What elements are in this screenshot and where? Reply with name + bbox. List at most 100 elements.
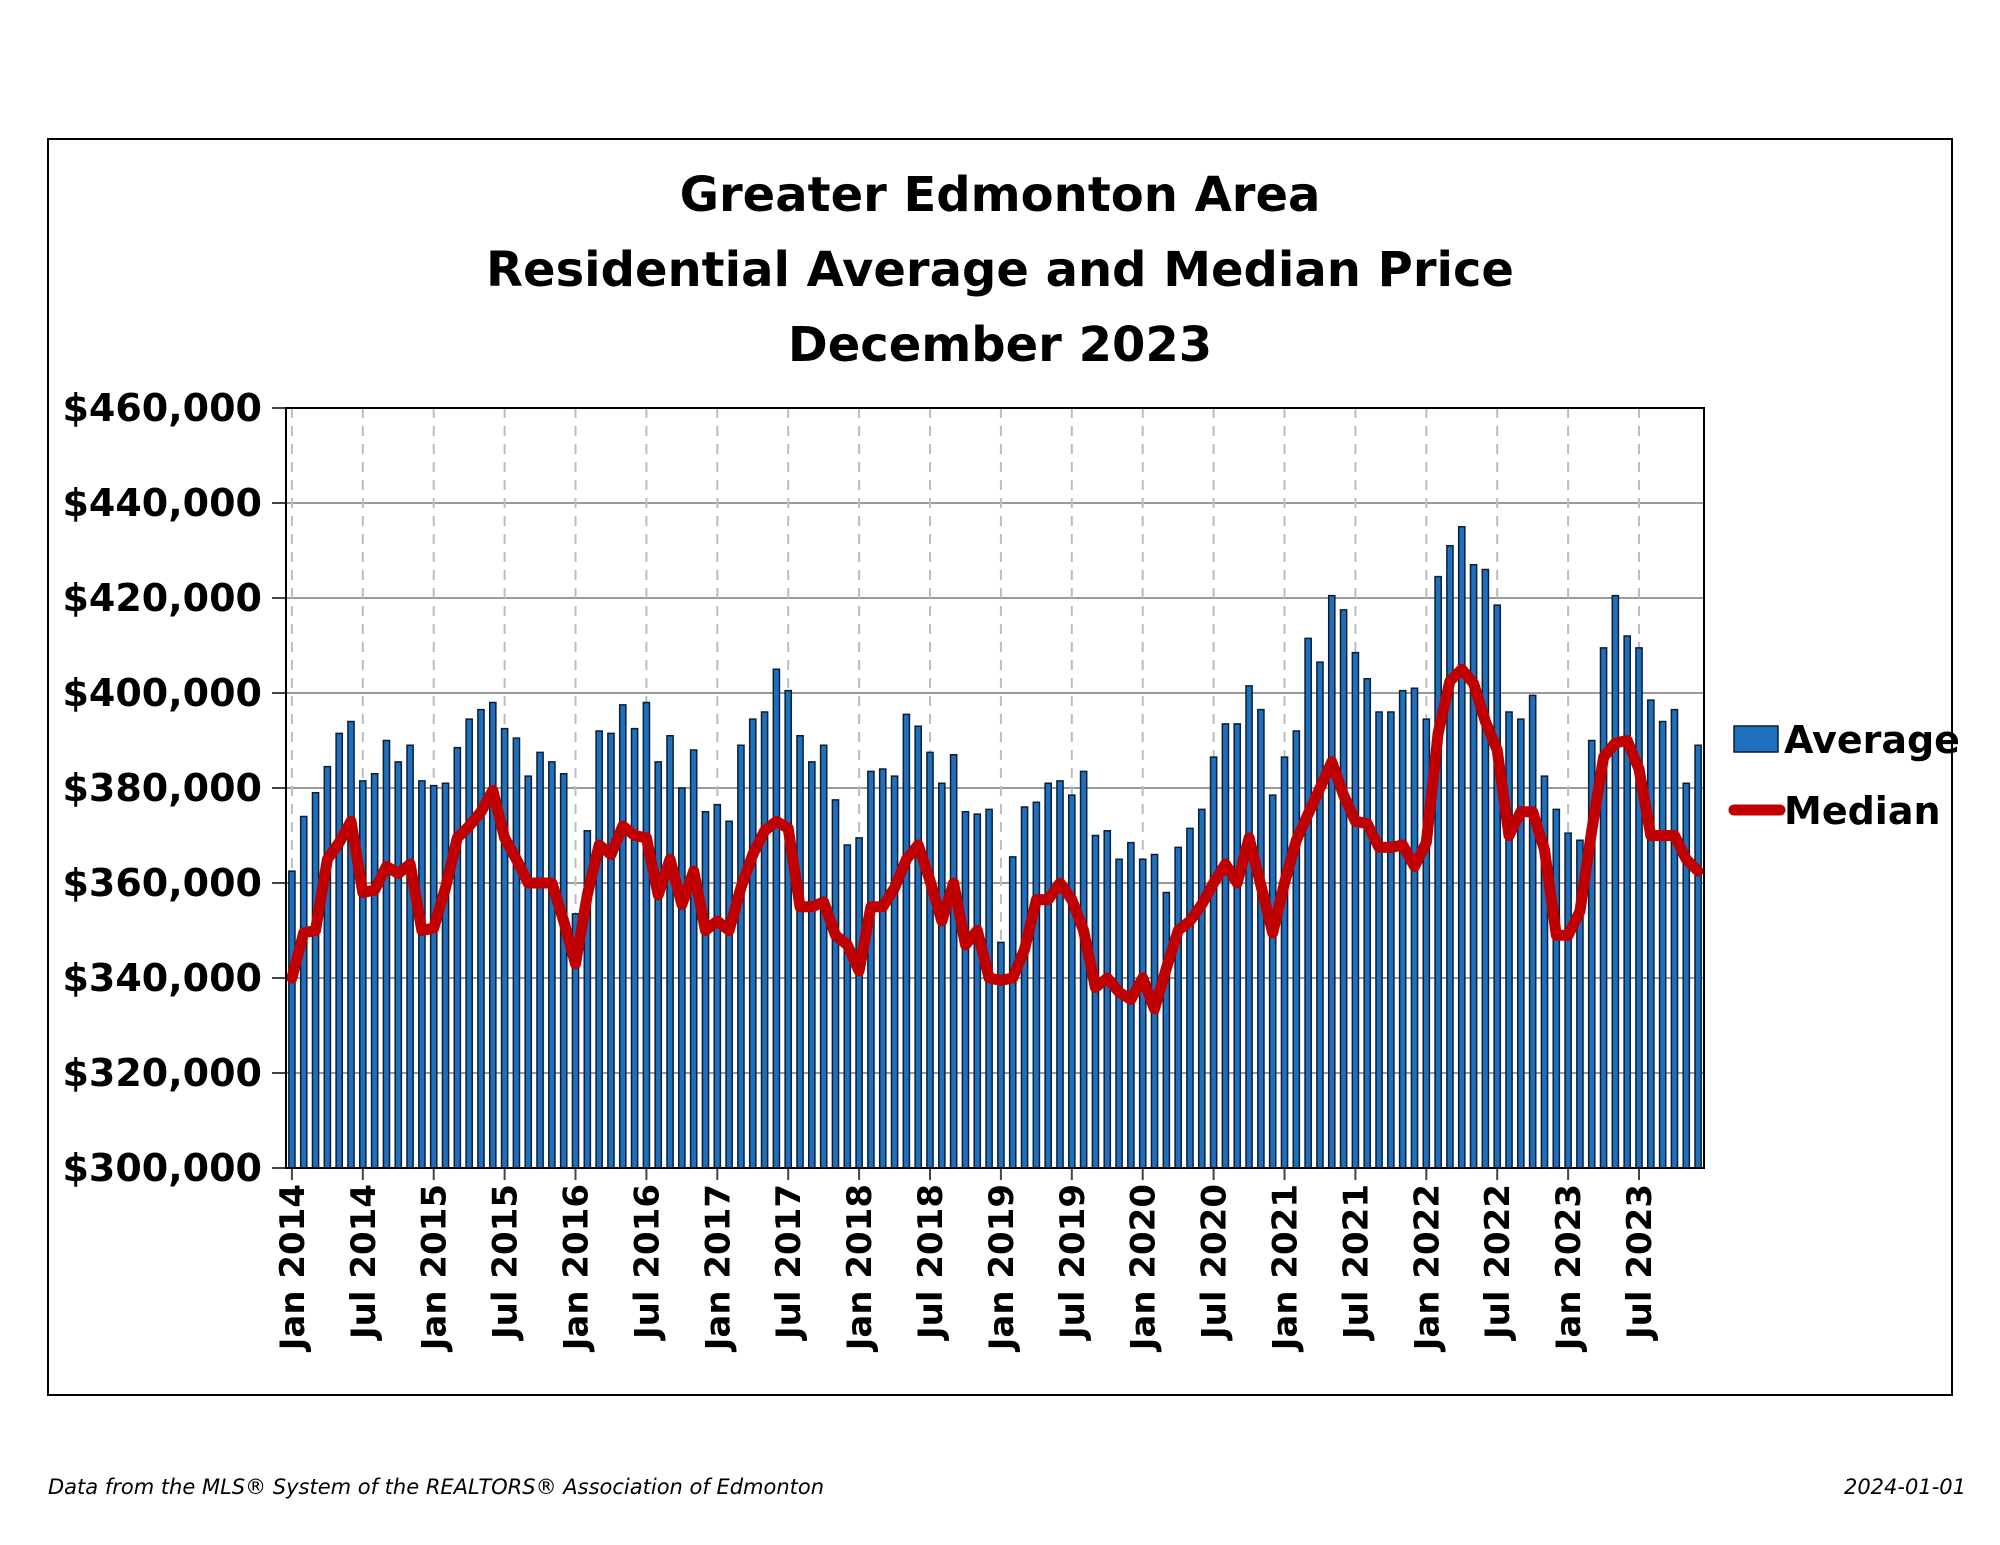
average-bar	[1528, 694, 1537, 1169]
y-tick-label: $320,000	[62, 1051, 262, 1095]
x-tick-label: Jan 2017	[698, 1184, 738, 1352]
average-bar	[323, 765, 332, 1169]
average-bar	[1209, 756, 1218, 1169]
average-bar	[1056, 780, 1064, 1169]
average-bar	[477, 708, 485, 1169]
average-bar	[914, 725, 923, 1169]
average-bar	[347, 720, 355, 1169]
average-bar	[1387, 711, 1395, 1169]
x-tick-label: Jan 2023	[1549, 1184, 1589, 1352]
legend: Average Median	[1728, 718, 1960, 833]
average-bar	[973, 813, 982, 1169]
average-bar	[713, 803, 722, 1169]
chart-title-line-1: Greater Edmonton Area	[679, 167, 1321, 223]
average-bar	[831, 799, 840, 1169]
average-bar	[1611, 594, 1620, 1169]
average-bar	[1517, 718, 1525, 1169]
average-bar	[1067, 794, 1076, 1169]
x-tick-label: Jul 2022	[1478, 1184, 1518, 1341]
y-tick-label: $460,000	[62, 386, 262, 430]
average-bar	[1245, 685, 1253, 1169]
average-bar	[1138, 858, 1147, 1169]
x-tick-label: Jul 2016	[627, 1184, 667, 1341]
average-bar	[1493, 604, 1502, 1169]
average-bar	[1103, 830, 1112, 1169]
average-bar	[1032, 801, 1041, 1169]
average-bar	[642, 701, 651, 1169]
average-bar	[1197, 808, 1206, 1169]
x-tick-label: Jul 2020	[1195, 1184, 1235, 1341]
average-bar	[406, 744, 414, 1169]
average-bar	[1457, 526, 1466, 1169]
average-bar	[500, 727, 509, 1169]
average-bar	[878, 768, 887, 1169]
average-bar	[630, 727, 639, 1169]
average-bar	[1552, 808, 1561, 1169]
average-bar	[1351, 651, 1360, 1169]
average-bar	[1694, 744, 1702, 1169]
x-tick-label: Jul 2023	[1620, 1184, 1660, 1341]
chart-frame	[47, 138, 1953, 1396]
average-bar	[689, 749, 698, 1169]
average-bar	[1375, 711, 1383, 1169]
average-bar	[1670, 708, 1679, 1169]
average-bar	[949, 754, 958, 1169]
average-bar	[1280, 756, 1289, 1169]
average-bar	[1174, 846, 1182, 1169]
y-tick-label: $420,000	[62, 576, 262, 620]
chart-title-line-2: Residential Average and Median Price	[486, 242, 1514, 298]
average-bar	[701, 811, 710, 1169]
y-tick-label: $400,000	[62, 671, 262, 715]
x-tick-label: Jul 2017	[769, 1184, 809, 1341]
average-bar	[1599, 647, 1608, 1169]
average-bar	[311, 792, 320, 1169]
average-bar	[1339, 609, 1348, 1169]
average-bar	[1481, 568, 1490, 1169]
average-bar	[1410, 687, 1419, 1169]
average-bar	[890, 775, 899, 1169]
average-bar	[1469, 564, 1478, 1169]
average-bar	[559, 773, 568, 1169]
y-tick-label: $300,000	[62, 1146, 262, 1190]
average-bar	[370, 773, 379, 1169]
average-bar	[1647, 699, 1655, 1169]
average-bar	[819, 744, 828, 1169]
average-bar	[1162, 891, 1171, 1169]
average-bar	[536, 751, 544, 1169]
average-bar	[335, 732, 343, 1169]
x-tick-label: Jan 2014	[273, 1184, 313, 1352]
average-bar	[961, 811, 970, 1169]
x-tick-label: Jan 2019	[982, 1184, 1022, 1352]
y-tick-label: $360,000	[62, 861, 262, 905]
x-tick-label: Jul 2014	[344, 1184, 384, 1341]
average-bar	[1091, 834, 1100, 1169]
average-bar	[855, 837, 863, 1169]
average-bar	[607, 732, 615, 1169]
legend-swatch-average	[1733, 725, 1779, 753]
average-bar	[737, 744, 745, 1169]
average-bar	[288, 870, 296, 1169]
average-bar	[678, 787, 686, 1169]
average-bar	[1268, 794, 1277, 1169]
footer-date: 2024-01-01	[1843, 1475, 1966, 1499]
average-bar	[488, 701, 497, 1169]
x-tick-label: Jan 2020	[1124, 1184, 1164, 1352]
average-bar	[772, 668, 781, 1169]
average-bar	[666, 735, 674, 1169]
average-bar	[1127, 841, 1135, 1169]
average-bar	[1623, 635, 1632, 1169]
average-bar	[1635, 647, 1643, 1169]
x-tick-label: Jul 2015	[486, 1184, 526, 1341]
average-bar	[725, 820, 733, 1169]
median-line	[286, 663, 1704, 1015]
x-tick-label: Jan 2015	[415, 1184, 455, 1352]
average-bar	[760, 711, 769, 1169]
average-bar	[1044, 782, 1052, 1169]
x-tick-label: Jul 2021	[1336, 1184, 1376, 1341]
average-bar	[1115, 858, 1123, 1169]
average-bar	[524, 775, 533, 1169]
average-bar	[1304, 637, 1312, 1169]
x-tick-label: Jul 2018	[911, 1184, 951, 1341]
average-bar	[902, 713, 911, 1169]
